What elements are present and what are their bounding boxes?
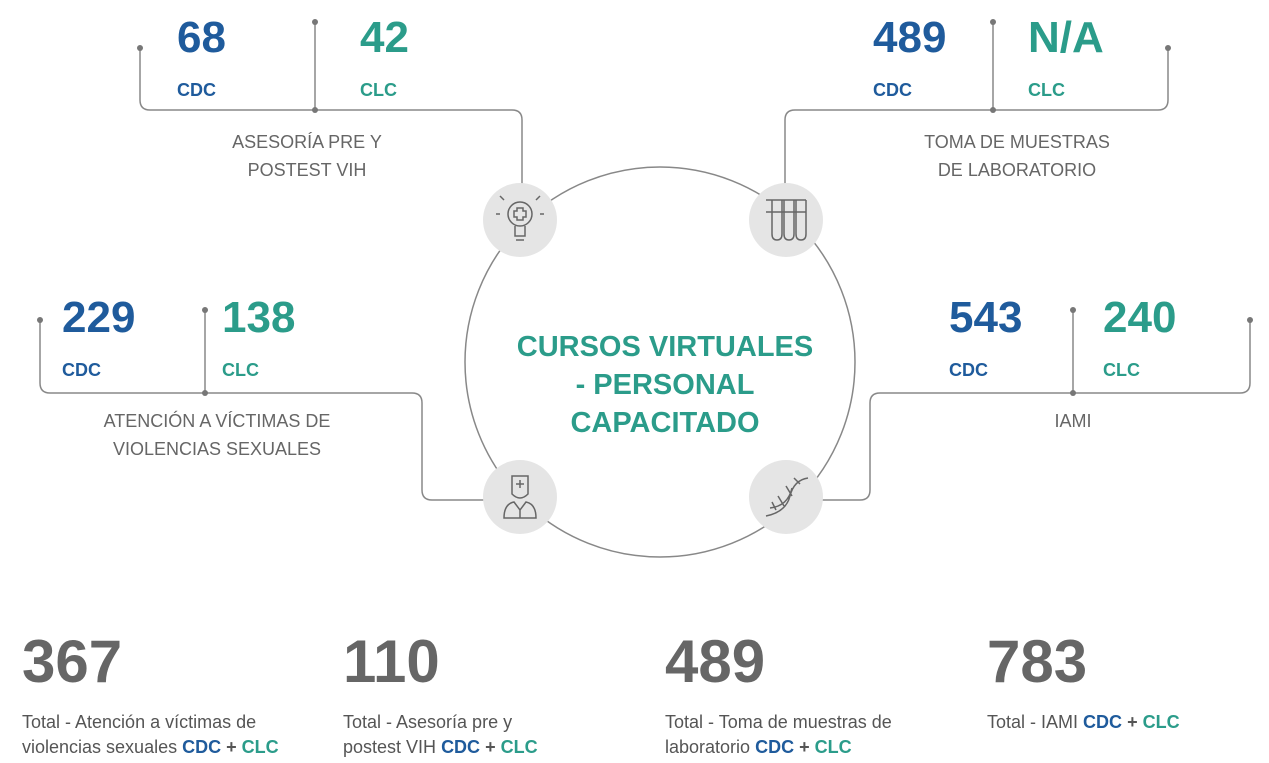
icon-tubes bbox=[766, 199, 807, 241]
total-value: 110 bbox=[343, 628, 440, 695]
label-line: ATENCIÓN A VÍCTIMAS DE bbox=[103, 411, 331, 431]
bracket bbox=[139, 48, 523, 185]
cdc-label: CDC bbox=[755, 737, 795, 757]
label-line: POSTEST VIH bbox=[247, 160, 367, 180]
plus: + bbox=[1127, 712, 1138, 732]
label-line: ASESORÍA PRE Y bbox=[232, 132, 382, 152]
total-desc: Total - Atención a víctimas de violencia… bbox=[22, 712, 257, 757]
clc-label: CLC bbox=[1028, 80, 1065, 100]
icon-bulb bbox=[496, 195, 544, 241]
label-line: TOMA DE MUESTRAS bbox=[924, 132, 1110, 152]
clc-value: N/A bbox=[1028, 13, 1104, 62]
cdc-label: CDC bbox=[62, 360, 101, 380]
clc-label: CLC bbox=[360, 80, 397, 100]
label-line: DE LABORATORIO bbox=[937, 160, 1097, 180]
total-desc: Total - Toma de muestras de laboratorio bbox=[665, 712, 892, 757]
bracket bbox=[822, 320, 1251, 501]
section-label: ATENCIÓN A VÍCTIMAS DE VIOLENCIAS SEXUALE… bbox=[57, 407, 377, 463]
total-text: Total - Asesoría pre y postest VIH CDC +… bbox=[343, 710, 558, 760]
label-line: VIOLENCIAS SEXUALES bbox=[112, 439, 322, 459]
clc-value: 240 bbox=[1103, 293, 1177, 342]
label-line: IAMI bbox=[1054, 411, 1092, 431]
icon-dna bbox=[765, 477, 809, 517]
cdc-value: 543 bbox=[949, 293, 1023, 342]
cdc-label: CDC bbox=[949, 360, 988, 380]
clc-label: CLC bbox=[222, 360, 259, 380]
title-line: CURSOS VIRTUALES bbox=[516, 331, 814, 363]
cdc-value: 229 bbox=[62, 293, 136, 342]
center-title: CURSOS VIRTUALES - PERSONAL CAPACITADO bbox=[505, 328, 825, 442]
bracket bbox=[784, 48, 1169, 185]
cdc-label: CDC bbox=[1083, 712, 1123, 732]
total-value: 489 bbox=[665, 628, 766, 695]
section-label: IAMI bbox=[913, 407, 1233, 435]
total-desc: Total - IAMI bbox=[987, 712, 1079, 732]
title-line: CAPACITADO bbox=[570, 407, 760, 439]
cdc-label: CDC bbox=[182, 737, 222, 757]
cdc-value: 489 bbox=[873, 13, 947, 62]
clc-value: 138 bbox=[222, 293, 296, 342]
clc-label: CLC bbox=[1103, 360, 1140, 380]
center-circle bbox=[464, 166, 856, 558]
total-desc: Total - Asesoría pre y postest VIH bbox=[343, 712, 513, 757]
icon-doctor bbox=[503, 475, 537, 519]
plus: + bbox=[485, 737, 496, 757]
cdc-label: CDC bbox=[441, 737, 481, 757]
total-value: 367 bbox=[22, 628, 123, 695]
cdc-label: CDC bbox=[873, 80, 912, 100]
section-label: TOMA DE MUESTRAS DE LABORATORIO bbox=[857, 128, 1177, 184]
title-line: - PERSONAL bbox=[575, 369, 755, 401]
cdc-label: CDC bbox=[177, 80, 216, 100]
bracket bbox=[39, 320, 484, 501]
total-value: 783 bbox=[987, 628, 1088, 695]
clc-label: CLC bbox=[241, 737, 279, 757]
dots bbox=[37, 19, 1253, 396]
plus: + bbox=[799, 737, 810, 757]
clc-label: CLC bbox=[500, 737, 538, 757]
clc-label: CLC bbox=[814, 737, 852, 757]
plus: + bbox=[226, 737, 237, 757]
cdc-value: 68 bbox=[177, 13, 226, 62]
total-text: Total - Atención a víctimas de violencia… bbox=[22, 710, 297, 760]
clc-label: CLC bbox=[1142, 712, 1180, 732]
total-text: Total - IAMI CDC + CLC bbox=[987, 710, 1247, 735]
clc-value: 42 bbox=[360, 13, 409, 62]
section-label: ASESORÍA PRE Y POSTEST VIH bbox=[147, 128, 467, 184]
total-text: Total - Toma de muestras de laboratorio … bbox=[665, 710, 910, 760]
